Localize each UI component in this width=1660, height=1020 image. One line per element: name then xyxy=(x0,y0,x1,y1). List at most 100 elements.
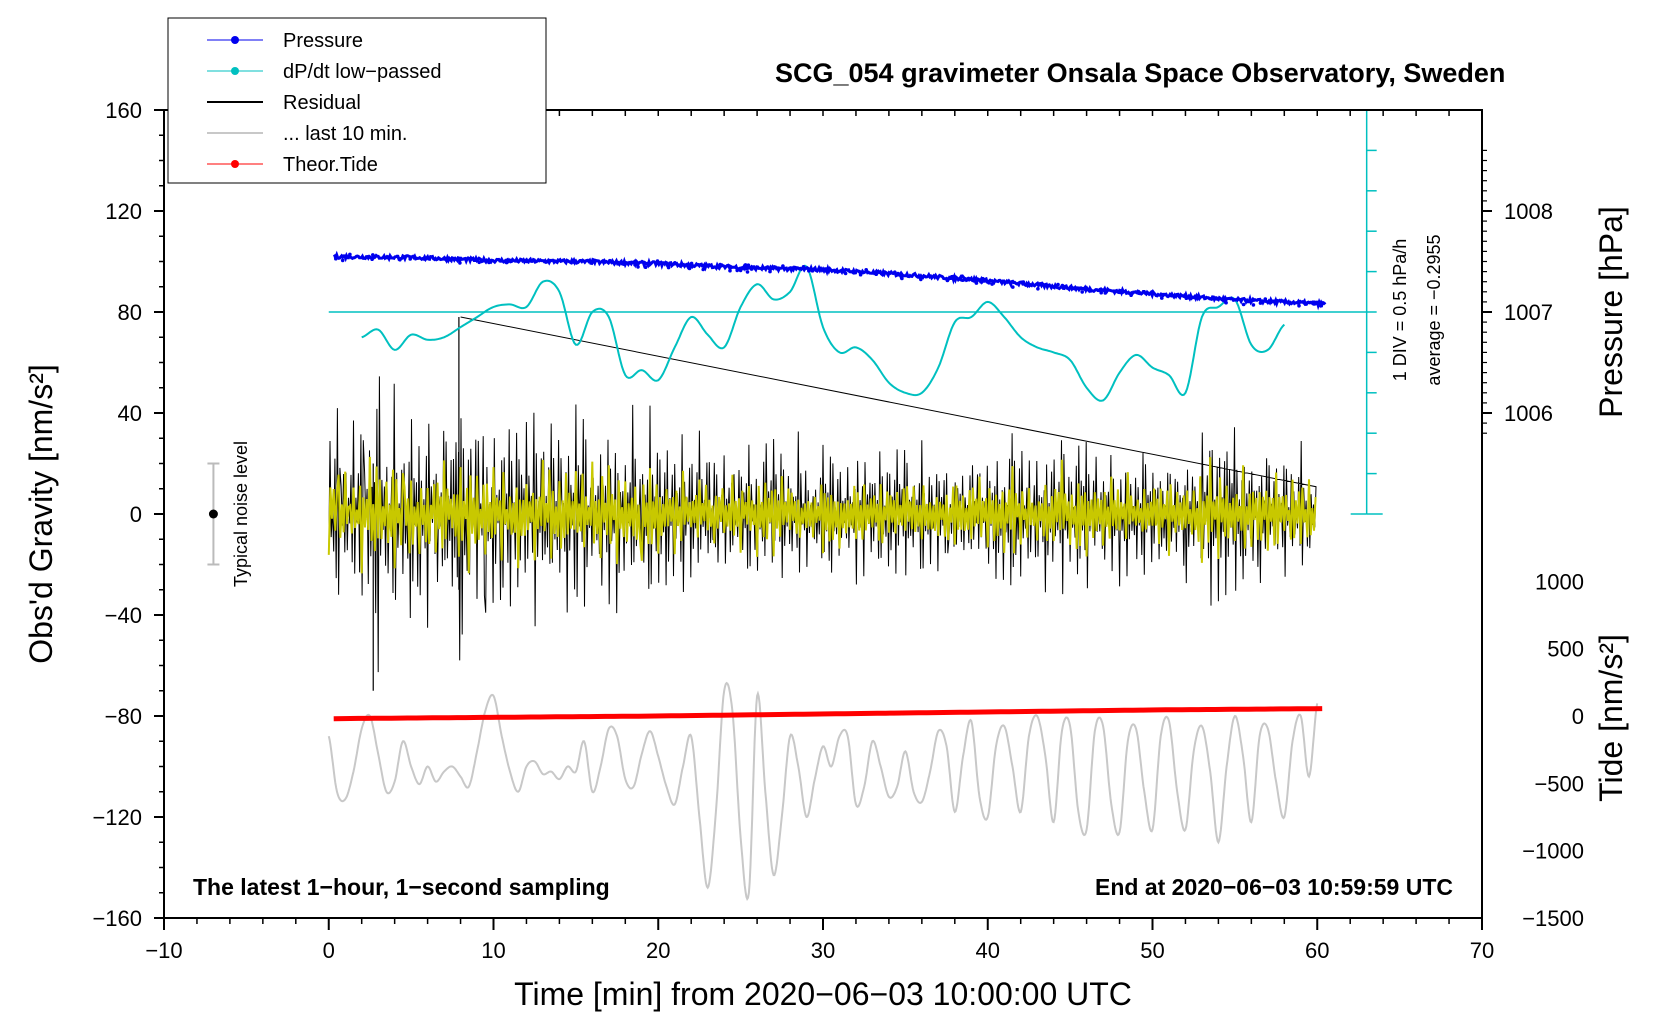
pressure-point xyxy=(689,261,694,266)
pressure-point xyxy=(666,263,670,268)
dpdt-division-label: 1 DIV = 0.5 hPa/h xyxy=(1390,239,1410,382)
pressure-point xyxy=(388,254,392,259)
pressure-point xyxy=(963,277,968,281)
pressure-point xyxy=(1150,290,1154,294)
pressure-point xyxy=(1161,293,1165,298)
pressure-point xyxy=(919,277,923,282)
pressure-point xyxy=(458,261,462,265)
pressure-point xyxy=(1129,293,1133,298)
pressure-point xyxy=(874,272,878,277)
pressure-point xyxy=(1103,291,1108,295)
pressure-point xyxy=(1088,289,1093,293)
legend-swatch-marker xyxy=(231,67,239,75)
pressure-point xyxy=(633,262,637,267)
legend-label-theor-tide: Theor.Tide xyxy=(283,154,378,176)
pressure-point xyxy=(1241,302,1246,307)
pressure-point xyxy=(1297,304,1301,308)
dpdt-average-label: average = −0.2955 xyxy=(1424,234,1444,385)
y-tick-label: 0 xyxy=(130,502,142,527)
pressure-point xyxy=(447,257,452,261)
legend-box xyxy=(167,17,547,184)
pressure-point xyxy=(893,270,897,275)
pressure-point xyxy=(1319,303,1324,308)
series-theor-tide xyxy=(333,706,1323,722)
pressure-point xyxy=(746,263,751,268)
y-tick-label: 120 xyxy=(105,199,142,224)
x-tick-label: 60 xyxy=(1305,938,1329,963)
pressure-point xyxy=(1074,286,1079,291)
pressure-point xyxy=(945,278,950,283)
pressure-point xyxy=(1209,296,1213,301)
pressure-point xyxy=(412,254,416,259)
pressure-point xyxy=(728,268,732,273)
pressure-point xyxy=(801,265,806,269)
tide-tick-label: 1000 xyxy=(1535,569,1584,594)
pressure-point xyxy=(750,267,754,271)
series-residual-filtered xyxy=(327,456,1317,574)
pressure-point xyxy=(966,276,971,281)
pressure-point xyxy=(636,265,640,269)
pressure-point xyxy=(843,271,848,276)
pressure-point xyxy=(743,263,748,267)
annotation-end-time: End at 2020−06−03 10:59:59 UTC xyxy=(1095,874,1453,900)
pressure-point xyxy=(1311,301,1316,306)
pressure-point xyxy=(398,257,402,262)
pressure-point xyxy=(768,269,772,274)
pressure-point xyxy=(1160,296,1164,300)
pressure-point xyxy=(489,258,494,263)
pressure-tick-label: 1008 xyxy=(1504,199,1553,224)
pressure-point xyxy=(702,266,707,270)
pressure-point xyxy=(372,255,376,259)
pressure-point xyxy=(442,257,447,261)
tide-tick-label: −1500 xyxy=(1522,906,1584,931)
pressure-point xyxy=(340,258,345,263)
pressure-point xyxy=(690,264,694,269)
y-tick-label: −40 xyxy=(105,603,142,628)
x-tick-label: 30 xyxy=(811,938,835,963)
y-axis-label-pressure: Pressure [hPa] xyxy=(1593,206,1629,418)
tide-tick-label: −1000 xyxy=(1522,839,1584,864)
pressure-point xyxy=(864,268,868,272)
pressure-point xyxy=(987,281,991,285)
noise-bar-center xyxy=(208,509,218,519)
pressure-point xyxy=(974,281,979,285)
x-tick-label: 10 xyxy=(481,938,505,963)
pressure-point xyxy=(1080,290,1084,294)
tide-tick-label: 0 xyxy=(1572,704,1584,729)
y-tick-label: 40 xyxy=(118,401,142,426)
x-tick-label: 40 xyxy=(976,938,1000,963)
x-tick-label: 20 xyxy=(646,938,670,963)
pressure-point xyxy=(643,265,648,270)
noise-bar-label: Typical noise level xyxy=(231,441,251,587)
y-tick-label: −120 xyxy=(92,805,142,830)
chart-title: SCG_054 gravimeter Onsala Space Observat… xyxy=(775,58,1505,88)
pressure-point xyxy=(858,272,863,277)
pressure-point xyxy=(1056,282,1060,287)
pressure-point xyxy=(810,269,815,273)
y-axis-label-gravity: Obs'd Gravity [nm/s²] xyxy=(23,364,59,664)
legend-label-dpdt: dP/dt low−passed xyxy=(283,61,441,83)
pressure-point xyxy=(1078,286,1083,291)
pressure-point xyxy=(834,269,839,274)
x-tick-label: 0 xyxy=(323,938,335,963)
pressure-point xyxy=(1183,293,1187,297)
legend: Pressure dP/dt low−passed Residual ... l… xyxy=(167,17,547,184)
pressure-point xyxy=(635,262,640,267)
pressure-point xyxy=(408,257,413,261)
pressure-point xyxy=(457,258,461,262)
pressure-point xyxy=(687,266,692,271)
pressure-point xyxy=(807,269,811,273)
x-axis-label: Time [min] from 2020−06−03 10:00:00 UTC xyxy=(514,976,1132,1012)
pressure-point xyxy=(896,271,900,276)
pressure-point xyxy=(982,279,987,283)
pressure-point xyxy=(487,260,491,265)
pressure-point xyxy=(608,258,612,263)
legend-label-last-10-min: ... last 10 min. xyxy=(283,123,408,145)
y-tick-label: 160 xyxy=(105,98,142,123)
x-tick-label: −10 xyxy=(145,938,182,963)
pressure-point xyxy=(857,270,862,274)
pressure-point xyxy=(509,258,514,263)
series-pressure xyxy=(332,250,1327,311)
pressure-point xyxy=(960,274,964,279)
pressure-point xyxy=(1060,283,1065,288)
